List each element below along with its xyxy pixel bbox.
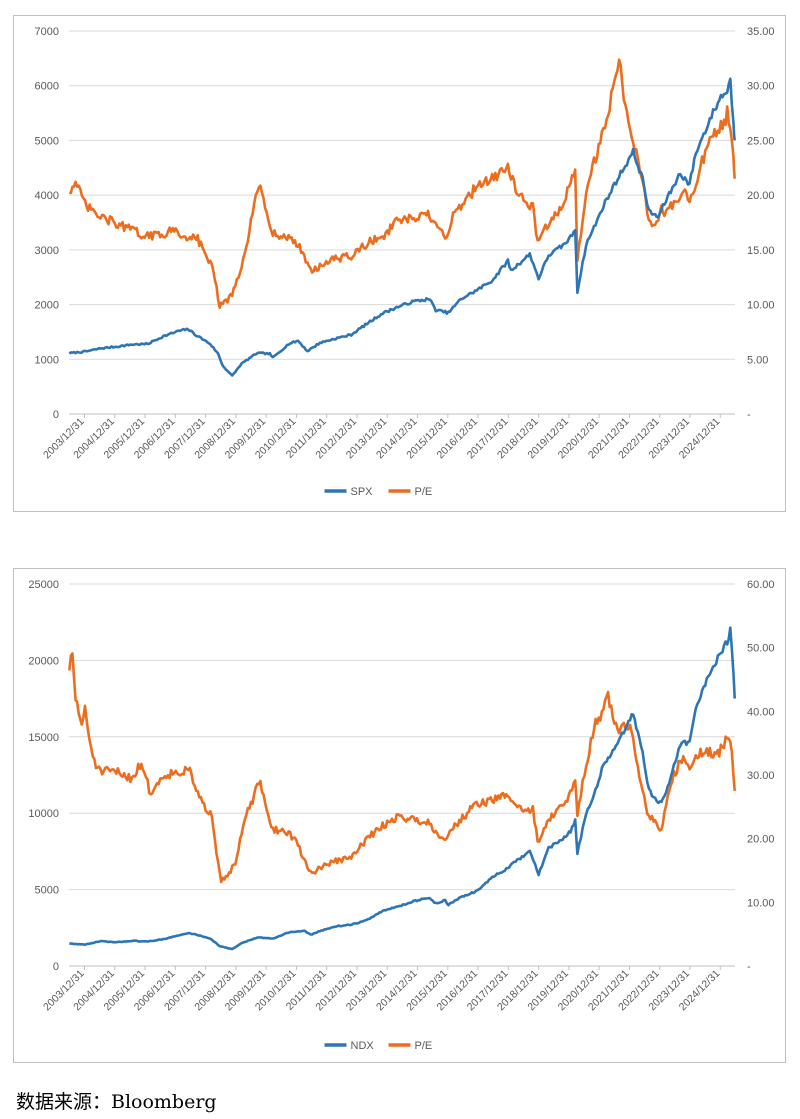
- chart-svg: 0 1000 2000 3000 4000 5000 6000 7000 - 5.00 10.00 1…: [35, 26, 775, 498]
- y-right-tick-label: -: [747, 961, 751, 973]
- y-left-tick-label: 5000: [35, 135, 59, 147]
- series-line-ndx: [69, 626, 736, 951]
- spx-pe-chart: 0 1000 2000 3000 4000 5000 6000 7000 - 5.00 10.00 1…: [13, 15, 786, 512]
- y-left-tick-label: 5000: [35, 885, 59, 897]
- y-right-tick-label: 15.00: [747, 245, 775, 257]
- y-right-tick-label: 50.00: [747, 643, 775, 655]
- y-right-tick-label: 5.00: [747, 354, 768, 366]
- chart-svg: 0 5000 10000 15000 20000 25000 - 10.00 20.00 30.0…: [28, 579, 775, 1052]
- y-left-tick-label: 1000: [35, 354, 59, 366]
- series-line-spx: [68, 77, 736, 377]
- y-left-tick-label: 7000: [35, 26, 59, 38]
- source-note: 数据来源：Bloomberg: [16, 1091, 217, 1113]
- y-right-tick-label: 10.00: [747, 897, 775, 909]
- y-left-tick-label: 3000: [35, 245, 59, 257]
- y-right-tick-label: 60.00: [747, 579, 775, 591]
- y-left-tick-label: 20000: [28, 655, 59, 667]
- legend-label: P/E: [415, 1040, 433, 1052]
- y-left-tick-label: 4000: [35, 190, 59, 202]
- y-left-tick-label: 0: [53, 409, 59, 421]
- ndx-pe-chart: 0 5000 10000 15000 20000 25000 - 10.00 20.00 30.0…: [13, 568, 786, 1063]
- y-right-tick-label: 25.00: [747, 135, 775, 147]
- y-right-tick-label: 20.00: [747, 190, 775, 202]
- y-left-tick-label: 2000: [35, 300, 59, 312]
- y-right-tick-label: 40.00: [747, 706, 775, 718]
- series-line-pe: [68, 58, 736, 309]
- y-right-tick-label: -: [747, 409, 751, 421]
- y-left-tick-label: 6000: [35, 81, 59, 93]
- y-right-tick-label: 20.00: [747, 834, 775, 846]
- legend-label: NDX: [351, 1040, 375, 1052]
- y-left-tick-label: 25000: [28, 579, 59, 591]
- legend-label: SPX: [351, 486, 374, 498]
- y-right-tick-label: 35.00: [747, 26, 775, 38]
- y-right-tick-label: 30.00: [747, 81, 775, 93]
- y-left-tick-label: 0: [53, 961, 59, 973]
- y-left-tick-label: 15000: [28, 732, 59, 744]
- y-right-tick-label: 10.00: [747, 300, 775, 312]
- y-right-tick-label: 30.00: [747, 770, 775, 782]
- legend-label: P/E: [415, 486, 433, 498]
- series-line-pe: [68, 652, 736, 884]
- y-left-tick-label: 10000: [28, 808, 59, 820]
